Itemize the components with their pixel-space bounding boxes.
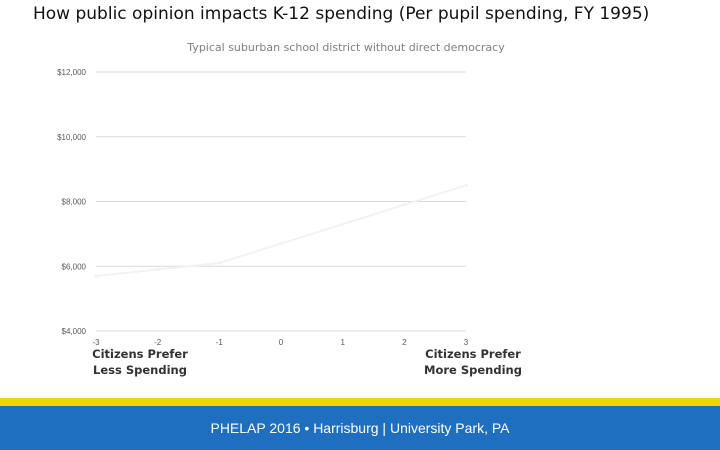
x-end-label-right-line2: More Spending [424,363,522,377]
series-line [95,184,467,277]
data-point [341,222,345,226]
data-point [94,274,98,278]
footer-text: PHELAP 2016 • Harrisburg | University Pa… [210,420,510,436]
x-axis: -3 -2 -1 0 1 2 3 [92,338,468,347]
slide-title: How public opinion impacts K-12 spending… [33,4,650,24]
data-point [464,183,468,187]
x-tick-label: 2 [402,338,407,347]
data-point [279,241,283,246]
x-end-label-right-line1: Citizens Prefer [425,347,521,361]
x-end-label-left-line2: Less Spending [93,363,187,377]
x-tick-label: 3 [464,338,469,347]
x-end-label-left-line1: Citizens Prefer [92,347,188,361]
y-tick-label: $4,000 [62,327,87,336]
data-point [217,261,221,265]
footer-stripe [0,398,720,406]
x-end-label-left: Citizens Prefer Less Spending [88,346,192,378]
data-point [402,203,406,207]
x-tick-label: -1 [216,338,224,347]
chart: Typical suburban school district without… [57,41,505,347]
x-tick-label: -2 [154,338,162,347]
series-layer [94,183,468,278]
gridlines [96,71,466,332]
footer-bar [0,406,720,450]
y-axis: $4,000 $6,000 $8,000 $10,000 $12,000 [57,68,86,336]
data-point [156,267,160,272]
y-tick-label: $8,000 [62,198,87,207]
x-tick-label: 0 [279,338,284,347]
y-tick-label: $6,000 [62,262,87,271]
x-tick-label: 1 [340,338,345,347]
x-end-label-right: Citizens Prefer More Spending [418,346,528,378]
chart-title: Typical suburban school district without… [186,41,505,54]
y-tick-label: $12,000 [57,68,86,77]
x-tick-label: -3 [92,338,100,347]
y-tick-label: $10,000 [57,133,86,142]
